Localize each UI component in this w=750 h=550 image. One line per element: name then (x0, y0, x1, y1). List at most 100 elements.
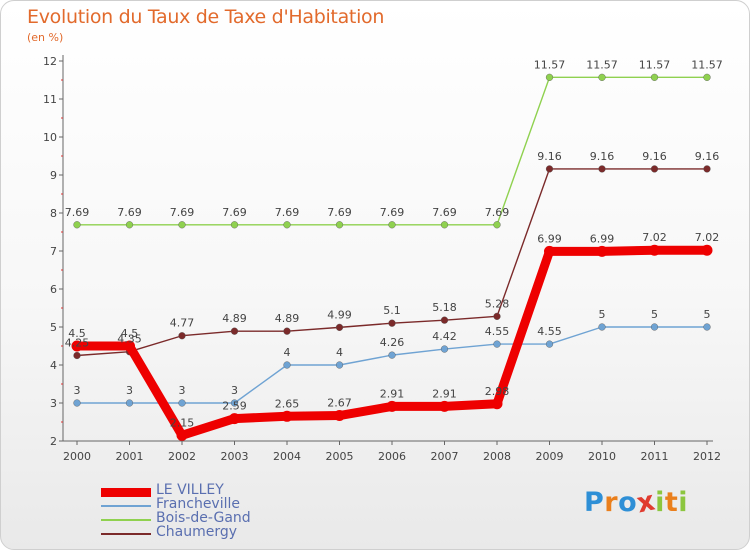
data-point-le-villey (386, 400, 398, 412)
data-label-bois-de-gand: 7.69 (275, 206, 300, 219)
data-label-bois-de-gand: 11.57 (639, 58, 671, 71)
data-label-francheville: 3 (179, 384, 186, 397)
data-point-le-villey (281, 410, 293, 422)
data-label-le-villey: 6.99 (537, 232, 562, 245)
legend-swatch (101, 533, 151, 535)
data-label-le-villey: 2.67 (327, 397, 352, 410)
x-tick-label: 2011 (641, 450, 669, 463)
data-point-bois-de-gand (703, 73, 711, 81)
data-point-francheville (335, 361, 344, 369)
data-point-francheville (283, 361, 291, 369)
data-label-chaumergy: 4.89 (275, 312, 300, 325)
data-label-chaumergy: 5.1 (383, 304, 401, 317)
data-point-bois-de-gand (545, 73, 554, 81)
data-label-le-villey: 2.91 (432, 387, 457, 400)
data-label-bois-de-gand: 11.57 (691, 58, 723, 71)
x-tick-label: 2003 (221, 450, 249, 463)
data-point-francheville (125, 399, 134, 407)
chart-title: Evolution du Taux de Taxe d'Habitation (27, 6, 385, 28)
x-tick-label: 2008 (483, 450, 511, 463)
y-tick-label: 5 (50, 321, 57, 334)
data-label-francheville: 3 (126, 384, 133, 397)
data-point-le-villey (439, 400, 450, 412)
data-label-chaumergy: 9.16 (590, 150, 615, 163)
data-label-francheville: 4 (284, 346, 291, 359)
data-point-bois-de-gand (598, 73, 606, 81)
data-label-le-villey: 7.02 (695, 231, 720, 244)
data-point-bois-de-gand (493, 221, 501, 229)
data-label-francheville: 5 (599, 308, 606, 321)
data-label-le-villey: 4.5 (121, 327, 139, 340)
legend-label: LE VILLEY (156, 482, 224, 498)
data-label-chaumergy: 9.16 (695, 150, 720, 163)
data-point-chaumergy (178, 332, 186, 340)
y-tick-label: 2 (50, 435, 57, 448)
legend-label: Chaumergy (156, 524, 238, 540)
data-point-francheville (73, 399, 81, 407)
data-label-francheville: 4.26 (380, 336, 405, 349)
data-label-francheville: 4.55 (485, 325, 510, 338)
data-label-bois-de-gand: 7.69 (327, 206, 352, 219)
data-point-le-villey (596, 245, 608, 257)
data-label-bois-de-gand: 7.69 (117, 206, 142, 219)
data-label-le-villey: 7.02 (642, 231, 667, 244)
logo-letter: t (664, 487, 679, 518)
data-point-chaumergy (703, 165, 711, 173)
data-label-chaumergy: 4.77 (170, 317, 195, 330)
data-point-francheville (493, 340, 501, 348)
data-label-le-villey: 6.99 (590, 232, 615, 245)
x-tick-label: 2004 (273, 450, 301, 463)
data-label-chaumergy: 4.35 (117, 333, 142, 346)
data-point-bois-de-gand (230, 221, 239, 229)
x-tick-label: 2009 (536, 450, 564, 463)
data-label-bois-de-gand: 7.69 (380, 206, 405, 219)
logo-letter: i (655, 487, 665, 518)
data-label-bois-de-gand: 7.69 (170, 206, 195, 219)
data-point-francheville (545, 340, 554, 348)
data-point-francheville (703, 323, 711, 331)
legend-swatch (101, 519, 151, 521)
y-tick-label: 3 (50, 397, 57, 410)
data-point-chaumergy (598, 165, 606, 173)
x-tick-label: 2000 (63, 450, 91, 463)
logo-letter: r (604, 487, 619, 518)
data-label-chaumergy: 9.16 (537, 150, 562, 163)
data-point-chaumergy (545, 165, 554, 173)
data-point-bois-de-gand (125, 221, 134, 229)
series-layer (71, 73, 713, 441)
data-point-le-villey (334, 410, 345, 422)
data-label-le-villey: 2.65 (275, 397, 300, 410)
data-point-bois-de-gand (650, 73, 659, 81)
data-point-bois-de-gand (335, 221, 344, 229)
data-point-francheville (650, 323, 659, 331)
value-labels-layer: 3 3 3 3 4 4 4.26 4.42 4.55 4.55 5 5 5 4.25 4.35 4.77 4.8… (65, 58, 723, 429)
data-point-francheville (230, 399, 239, 407)
y-tick-label: 7 (50, 245, 57, 258)
data-label-bois-de-gand: 11.57 (534, 58, 566, 71)
data-label-le-villey: 2.15 (170, 416, 195, 429)
data-label-francheville: 5 (651, 308, 658, 321)
data-point-bois-de-gand (283, 221, 291, 229)
x-tick-label: 2002 (168, 450, 196, 463)
data-point-le-villey (649, 244, 660, 256)
x-tick-label: 2007 (431, 450, 459, 463)
data-point-chaumergy (283, 327, 291, 335)
data-label-chaumergy: 4.89 (222, 312, 247, 325)
data-label-le-villey: 2.59 (222, 400, 247, 413)
data-point-chaumergy (335, 323, 344, 331)
legend-label: Bois-de-Gand (156, 510, 251, 526)
data-point-le-villey (71, 340, 83, 352)
data-label-le-villey: 2.91 (380, 387, 405, 400)
x-tick-label: 2012 (693, 450, 721, 463)
data-label-francheville: 3 (74, 384, 81, 397)
data-label-chaumergy: 5.28 (485, 297, 510, 310)
data-label-chaumergy: 9.16 (642, 150, 667, 163)
data-label-chaumergy: 4.25 (65, 337, 90, 350)
y-tick-label: 12 (43, 55, 57, 68)
y-tick-label: 6 (50, 283, 57, 296)
data-label-chaumergy: 4.99 (327, 308, 352, 321)
data-label-bois-de-gand: 7.69 (222, 206, 247, 219)
data-point-chaumergy (388, 319, 396, 327)
